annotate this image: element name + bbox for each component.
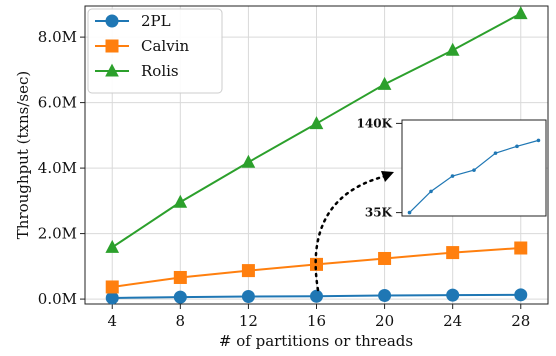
y-ticks: 0.0M 2.0M 4.0M 6.0M 8.0M [38,28,85,308]
legend-label-calvin: Calvin [141,37,189,55]
legend-marker-calvin [105,39,119,53]
data-point-2pl [105,291,119,305]
inset-pointer-arrowhead [381,171,394,182]
x-tick-label: 20 [375,312,394,330]
data-point-2pl [310,289,323,303]
inset-y-tick-label: 140K [357,116,393,130]
data-point-rolis [173,194,188,208]
y-axis-title: Throughput (txns/sec) [14,71,32,239]
y-tick-label: 2.0M [38,225,77,243]
inset-y-tick-label: 35K [365,206,393,220]
series-lines [105,6,528,305]
inset-data-point [450,174,455,178]
data-point-calvin [241,264,255,278]
legend-label-rolis: Rolis [141,62,179,80]
x-tick-label: 4 [107,312,117,330]
y-tick-label: 6.0M [38,94,77,112]
inset-data-point [493,151,498,155]
y-tick-label: 4.0M [38,159,77,177]
inset-data-point [515,144,519,149]
data-point-rolis [377,76,392,90]
inset-data-point [536,138,541,143]
inset-plot: 140K 35K [357,116,547,220]
data-point-calvin [310,257,323,271]
data-point-calvin [446,246,460,260]
data-point-calvin [378,251,392,265]
data-point-rolis [241,154,256,168]
y-tick-label: 8.0M [38,28,77,46]
x-tick-label: 8 [176,312,186,330]
data-point-2pl [446,288,460,302]
data-point-calvin [105,280,119,294]
inset-background [402,120,546,216]
inset-data-point [407,210,412,215]
data-point-2pl [173,290,187,304]
legend-marker-2pl [105,14,119,28]
inset-pointer-arrow [314,174,388,292]
data-point-calvin [173,270,187,284]
legend-label-2pl: 2PL [141,12,171,30]
data-point-rolis [513,6,528,20]
data-point-rolis [309,116,324,130]
x-tick-label: 16 [307,312,326,330]
inset-data-point [429,189,433,194]
data-point-rolis [445,42,460,56]
y-tick-label: 0.0M [38,290,77,308]
x-tick-label: 12 [239,312,258,330]
data-point-2pl [378,288,392,302]
inset-data-point [472,168,476,172]
legend-marker-rolis [105,63,119,77]
data-point-rolis [105,239,120,253]
x-tick-label: 24 [443,312,462,330]
inset-frame [401,119,547,217]
data-point-calvin [514,241,528,255]
x-axis-title: # of partitions or threads [219,332,413,350]
legend: 2PL Calvin Rolis [87,8,223,94]
data-point-2pl [241,289,255,303]
data-point-2pl [514,288,528,302]
x-ticks: 4 8 12 16 20 24 28 [107,304,530,330]
x-tick-label: 28 [511,312,530,330]
